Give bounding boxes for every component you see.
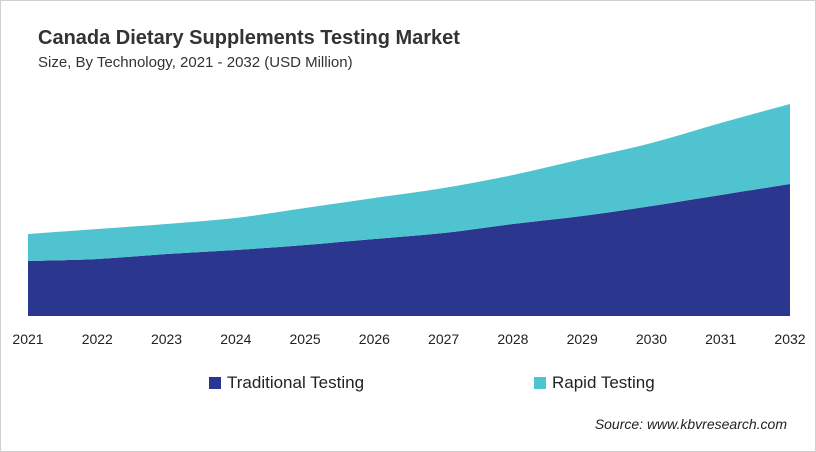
x-tick-label: 2031 xyxy=(705,331,736,347)
legend-item-traditional: Traditional Testing xyxy=(209,373,364,393)
source-note: Source: www.kbvresearch.com xyxy=(594,416,787,432)
legend-item-rapid: Rapid Testing xyxy=(534,373,655,393)
legend-label-traditional: Traditional Testing xyxy=(227,373,365,392)
legend-swatch-rapid xyxy=(534,377,546,389)
x-tick-label: 2024 xyxy=(220,331,251,347)
x-tick-label: 2030 xyxy=(636,331,667,347)
legend-label-rapid: Rapid Testing xyxy=(552,373,655,392)
area-rapid-testing xyxy=(28,104,790,261)
x-tick-label: 2029 xyxy=(567,331,598,347)
x-tick-label: 2023 xyxy=(151,331,182,347)
x-tick-label: 2026 xyxy=(359,331,390,347)
x-tick-label: 2025 xyxy=(290,331,321,347)
chart-subtitle: Size, By Technology, 2021 - 2032 (USD Mi… xyxy=(38,54,353,71)
x-tick-label: 2028 xyxy=(497,331,528,347)
area-traditional-testing xyxy=(28,184,790,316)
legend-swatch-traditional xyxy=(209,377,221,389)
x-tick-label: 2027 xyxy=(428,331,459,347)
chart-title: Canada Dietary Supplements Testing Marke… xyxy=(38,27,460,49)
x-tick-label: 2021 xyxy=(12,331,43,347)
x-tick-label: 2022 xyxy=(82,331,113,347)
x-tick-label: 2032 xyxy=(774,331,805,347)
